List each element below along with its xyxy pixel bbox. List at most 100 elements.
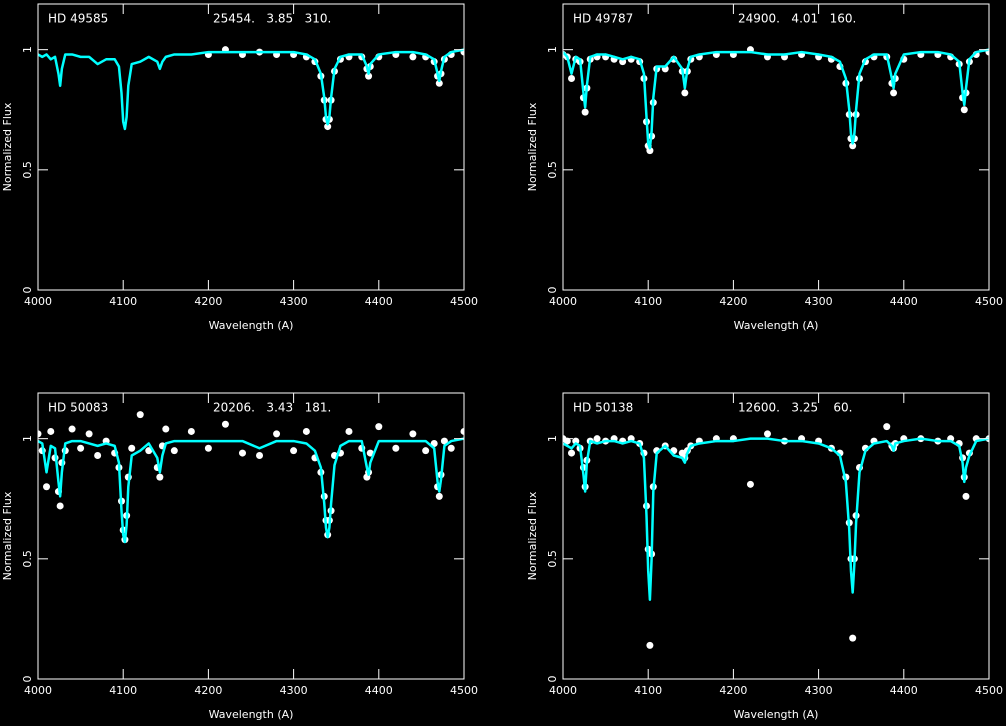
- data-point: [365, 72, 373, 80]
- data-point: [136, 411, 144, 419]
- y-tick-label: 1: [546, 435, 559, 442]
- x-tick-label: 4400: [890, 684, 918, 697]
- panel-annotation: 24900. 4.01 160.: [738, 12, 856, 26]
- y-tick-label: 0: [21, 676, 34, 683]
- x-tick-label: 4200: [194, 684, 222, 697]
- y-tick-label: 0: [546, 287, 559, 294]
- x-tick-label: 4400: [365, 684, 393, 697]
- axes-frame: [562, 3, 990, 291]
- data-point: [204, 444, 212, 452]
- x-axis-label: Wavelength (A): [209, 708, 294, 721]
- data-point: [47, 427, 55, 435]
- data-point: [409, 430, 417, 438]
- plot-area: [38, 46, 464, 131]
- data-point: [38, 430, 42, 438]
- data-point: [170, 447, 178, 455]
- data-point: [447, 444, 455, 452]
- y-tick-label: 0.5: [546, 550, 559, 568]
- model-line: [563, 48, 989, 150]
- data-point: [435, 79, 443, 87]
- y-axis-label: Normalized Flux: [1, 491, 14, 580]
- data-point: [890, 89, 898, 97]
- data-point: [56, 502, 64, 510]
- data-point: [290, 447, 298, 455]
- x-tick-label: 4300: [805, 684, 833, 697]
- x-tick-label: 4300: [805, 295, 833, 308]
- y-tick-label: 1: [546, 46, 559, 53]
- data-point: [568, 75, 576, 83]
- x-tick-label: 4300: [280, 295, 308, 308]
- x-tick-label: 4500: [975, 684, 1003, 697]
- data-point: [221, 420, 229, 428]
- data-point: [849, 634, 857, 642]
- data-point: [145, 447, 153, 455]
- x-axis-label: Wavelength (A): [734, 319, 819, 332]
- x-tick-label: 4500: [975, 295, 1003, 308]
- data-point: [962, 492, 970, 500]
- y-axis-label: Normalized Flux: [526, 491, 539, 580]
- axes-frame: [37, 392, 465, 680]
- y-tick-label: 1: [21, 46, 34, 53]
- panel-annotation: 25454. 3.85 310.: [213, 12, 331, 26]
- plot-area: [38, 411, 464, 544]
- data-point: [422, 447, 430, 455]
- x-tick-label: 4000: [24, 295, 52, 308]
- data-point: [94, 451, 102, 459]
- data-point: [572, 437, 580, 445]
- y-tick-label: 0: [546, 676, 559, 683]
- data-point: [345, 427, 353, 435]
- data-point: [302, 427, 310, 435]
- plot-area: [563, 46, 989, 155]
- x-tick-label: 4100: [109, 295, 137, 308]
- data-point: [366, 449, 374, 457]
- x-axis-label: Wavelength (A): [209, 319, 294, 332]
- panel: 4000 4100 4200 4300 4400 4500 0 0.5 1 Wavelength …: [526, 3, 1003, 332]
- y-tick-label: 0.5: [546, 161, 559, 179]
- data-point: [746, 480, 754, 488]
- y-tick-label: 0.5: [21, 161, 34, 179]
- data-point: [883, 423, 891, 431]
- panel: 4000 4100 4200 4300 4400 4500 0 0.5 1 Wavelength …: [1, 392, 478, 721]
- model-line: [563, 437, 989, 601]
- data-point: [187, 427, 195, 435]
- data-point: [563, 437, 571, 445]
- data-point: [681, 89, 689, 97]
- data-point: [646, 641, 654, 649]
- y-tick-label: 0.5: [21, 550, 34, 568]
- y-axis-label: Normalized Flux: [1, 102, 14, 191]
- panel-title: HD 49585: [48, 12, 108, 26]
- panel: 4000 4100 4200 4300 4400 4500 0 0.5 1 Wavelength …: [526, 392, 1003, 721]
- data-point: [162, 425, 170, 433]
- data-point: [85, 430, 93, 438]
- model-line: [38, 48, 464, 131]
- x-tick-label: 4000: [24, 684, 52, 697]
- data-point: [392, 444, 400, 452]
- x-tick-label: 4200: [194, 295, 222, 308]
- data-point: [593, 435, 601, 443]
- data-point: [128, 444, 136, 452]
- x-tick-label: 4400: [365, 295, 393, 308]
- x-tick-label: 4200: [719, 295, 747, 308]
- x-tick-label: 4500: [450, 684, 478, 697]
- axes-frame: [562, 392, 990, 680]
- data-point: [435, 492, 443, 500]
- panel-title: HD 50138: [573, 401, 633, 415]
- y-axis-label: Normalized Flux: [526, 102, 539, 191]
- x-axis-label: Wavelength (A): [734, 708, 819, 721]
- data-point: [256, 451, 264, 459]
- data-point: [156, 473, 164, 481]
- panel-title: HD 49787: [573, 12, 633, 26]
- panel: 4000 4100 4200 4300 4400 4500 0 0.5 1 Wavelength …: [1, 3, 478, 332]
- data-point: [238, 449, 246, 457]
- axes-frame: [37, 3, 465, 291]
- data-point: [646, 147, 654, 155]
- data-point: [375, 423, 383, 431]
- x-tick-label: 4000: [549, 295, 577, 308]
- data-point: [77, 444, 85, 452]
- x-tick-label: 4400: [890, 295, 918, 308]
- data-point: [68, 425, 76, 433]
- x-tick-label: 4200: [719, 684, 747, 697]
- panel-annotation: 12600. 3.25 60.: [738, 401, 853, 415]
- x-tick-label: 4300: [280, 684, 308, 697]
